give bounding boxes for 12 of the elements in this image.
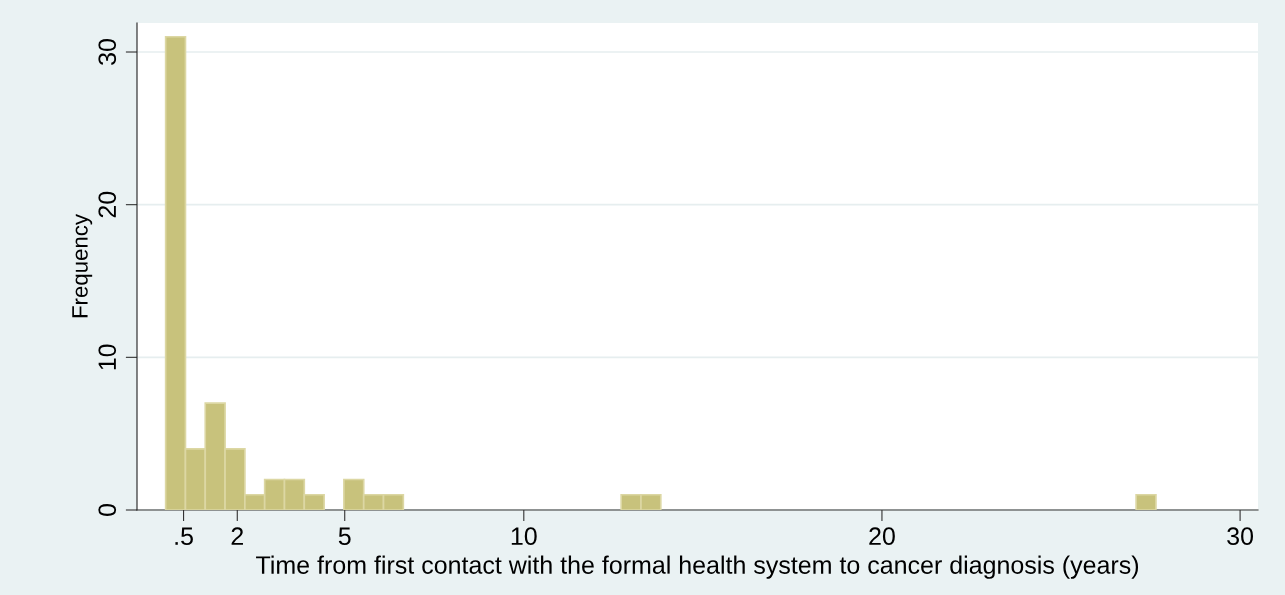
x-axis-title: Time from first contact with the formal health system to cancer diagnosis (years) xyxy=(256,555,1139,579)
y-axis-title: Frequency xyxy=(72,214,93,318)
x-tick-label: 2 xyxy=(231,527,243,545)
y-tick-label: 20 xyxy=(98,191,117,218)
x-tick-label: 30 xyxy=(1227,527,1254,546)
x-tick-label: 10 xyxy=(511,527,537,546)
x-tick-label: .5 xyxy=(175,527,193,546)
y-tick-label: 30 xyxy=(98,39,117,65)
x-tick-label: 5 xyxy=(338,527,351,546)
x-tick-label: 20 xyxy=(869,527,895,546)
y-tick-label: 0 xyxy=(98,504,117,516)
y-tick-label: 10 xyxy=(98,344,117,370)
